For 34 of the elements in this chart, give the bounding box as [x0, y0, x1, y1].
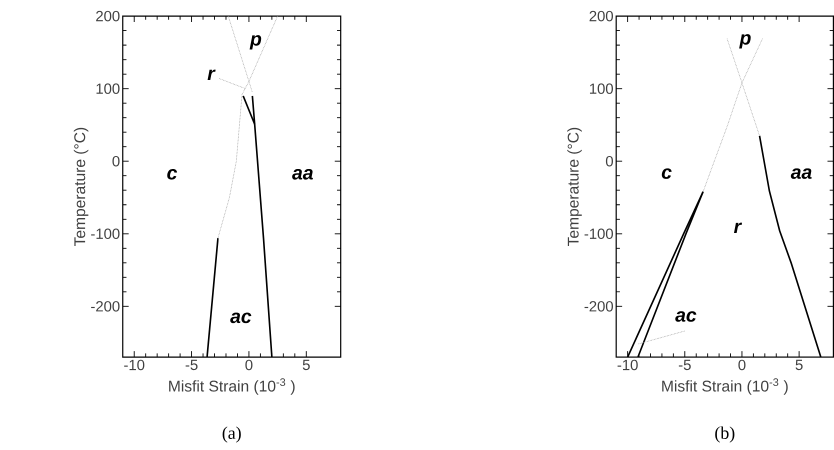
annotation: c: [662, 168, 672, 179]
y-tick-label: 100: [590, 83, 613, 94]
y-tick-label: 200: [96, 10, 120, 22]
annotation: aa: [292, 169, 313, 180]
x-tick-label: 0: [245, 360, 252, 370]
annotation: r: [208, 70, 216, 80]
y-tick-label: 0: [112, 156, 120, 166]
y-tick-label: -100: [584, 228, 613, 240]
x-tick-label: -10: [618, 360, 638, 370]
text: (a): [222, 426, 241, 443]
x-tick-label: -5: [186, 360, 198, 370]
text: (b): [715, 426, 734, 443]
x-tick-label: 0: [738, 360, 746, 370]
annotation: p: [739, 34, 751, 49]
x-axis-title: Misfit Strain (10$^{-3}$ ): [169, 378, 295, 395]
annotation: ac: [230, 312, 252, 324]
x-tick-label: -5: [678, 360, 691, 370]
annotation: r: [734, 222, 742, 234]
annotation: c: [167, 169, 178, 180]
y-tick-label: -200: [584, 301, 613, 312]
y-tick-label: -100: [91, 228, 120, 240]
annotation: aa: [790, 168, 812, 179]
annotation: ac: [675, 311, 696, 322]
y-tick-label: 100: [96, 83, 120, 94]
y-axis-title: Temperature (°C): [567, 128, 582, 246]
annotation: p: [250, 35, 262, 50]
y-axis-title: Temperature (°C): [74, 128, 88, 246]
y-tick-label: 0: [606, 156, 613, 166]
x-tick-label: -10: [124, 360, 144, 370]
x-tick-label: 5: [796, 360, 803, 370]
x-tick-label: 5: [302, 360, 310, 370]
y-tick-label: 200: [590, 10, 613, 22]
y-tick-label: -200: [91, 301, 120, 312]
x-axis-title: Misfit Strain (10$^{-3}$ ): [662, 378, 788, 395]
